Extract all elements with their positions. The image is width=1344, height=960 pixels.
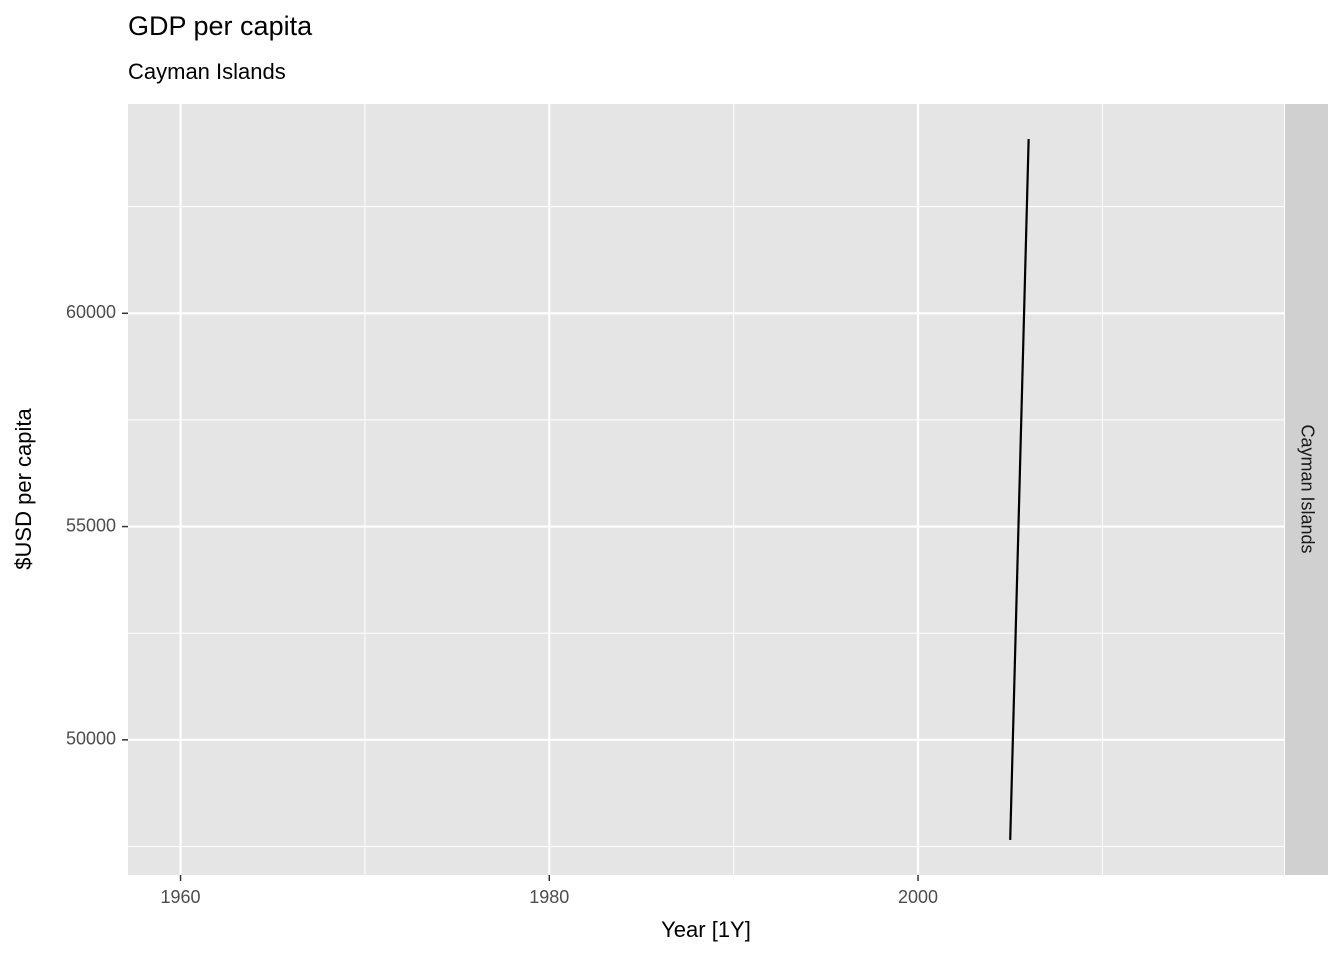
panel: [128, 104, 1284, 875]
y-tick-label: 55000: [66, 515, 116, 535]
grid: [128, 104, 1284, 875]
x-axis-title: Year [1Y]: [661, 917, 751, 942]
y-tick-label: 60000: [66, 302, 116, 322]
x-tick-label: 1960: [161, 887, 201, 907]
x-tick-label: 1980: [529, 887, 569, 907]
facet-strip: [1285, 104, 1328, 875]
y-axis-title: $USD per capita: [11, 408, 36, 570]
chart-title: GDP per capita: [128, 11, 313, 41]
y-tick-label: 50000: [66, 729, 116, 749]
strip-label: Cayman Islands: [1297, 424, 1317, 553]
chart-subtitle: Cayman Islands: [128, 59, 286, 84]
x-tick-label: 2000: [898, 887, 938, 907]
data-line: [1009, 139, 1030, 840]
